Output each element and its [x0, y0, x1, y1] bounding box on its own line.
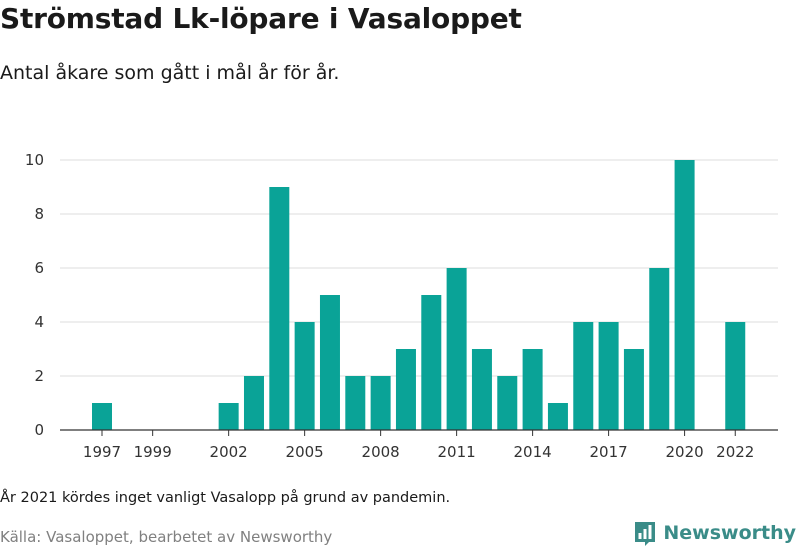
bar-2013: [497, 376, 518, 430]
x-tick-label-2011: 2011: [438, 443, 476, 461]
bar-2022: [725, 322, 746, 430]
brand-logo: Newsworthy: [633, 520, 796, 546]
bar-2005: [294, 322, 315, 430]
bar-2004: [269, 187, 290, 430]
bar-2008: [370, 376, 391, 430]
x-tick-label-2014: 2014: [514, 443, 552, 461]
y-tick-label-4: 4: [34, 313, 44, 331]
bar-2014: [522, 349, 543, 430]
footnote: År 2021 kördes inget vanligt Vasalopp på…: [0, 490, 451, 506]
x-tick-label-2020: 2020: [665, 443, 703, 461]
y-tick-label-8: 8: [34, 205, 44, 223]
chart-subtitle: Antal åkare som gått i mål år för år.: [0, 62, 340, 84]
bar-2010: [421, 295, 442, 430]
bar-2015: [547, 403, 568, 430]
x-tick-label-2017: 2017: [590, 443, 628, 461]
y-tick-label-0: 0: [34, 421, 44, 439]
x-tick-label-1997: 1997: [83, 443, 121, 461]
bar-2016: [573, 322, 594, 430]
x-tick-label-2002: 2002: [210, 443, 248, 461]
chart-title: Strömstad Lk-löpare i Vasaloppet: [0, 2, 522, 35]
y-tick-label-10: 10: [25, 151, 44, 169]
bar-2007: [345, 376, 366, 430]
bar-2018: [623, 349, 644, 430]
bar-2020: [674, 160, 695, 430]
bar-2011: [446, 268, 467, 430]
brand-name: Newsworthy: [663, 522, 796, 544]
bar-2017: [598, 322, 619, 430]
y-tick-label-6: 6: [34, 259, 44, 277]
x-tick-label-2022: 2022: [716, 443, 754, 461]
x-tick-label-2005: 2005: [286, 443, 324, 461]
bar-2002: [218, 403, 239, 430]
bar-2009: [395, 349, 416, 430]
x-tick-label-2008: 2008: [362, 443, 400, 461]
bars: [92, 160, 746, 430]
source-credit: Källa: Vasaloppet, bearbetet av Newswort…: [0, 528, 333, 546]
bar-2003: [243, 376, 264, 430]
y-tick-label-2: 2: [34, 367, 44, 385]
newsworthy-logo-icon: [635, 522, 656, 546]
bar-2006: [319, 295, 340, 430]
bar-2019: [649, 268, 670, 430]
bar-2012: [471, 349, 492, 430]
gridlines: [60, 159, 778, 377]
bar-1997: [92, 403, 112, 430]
x-tick-label-1999: 1999: [134, 443, 172, 461]
axes: 0 2 4 6 8 10 1997 1999 2002 2005 2008 2011 2014 2017 2…: [25, 151, 778, 461]
